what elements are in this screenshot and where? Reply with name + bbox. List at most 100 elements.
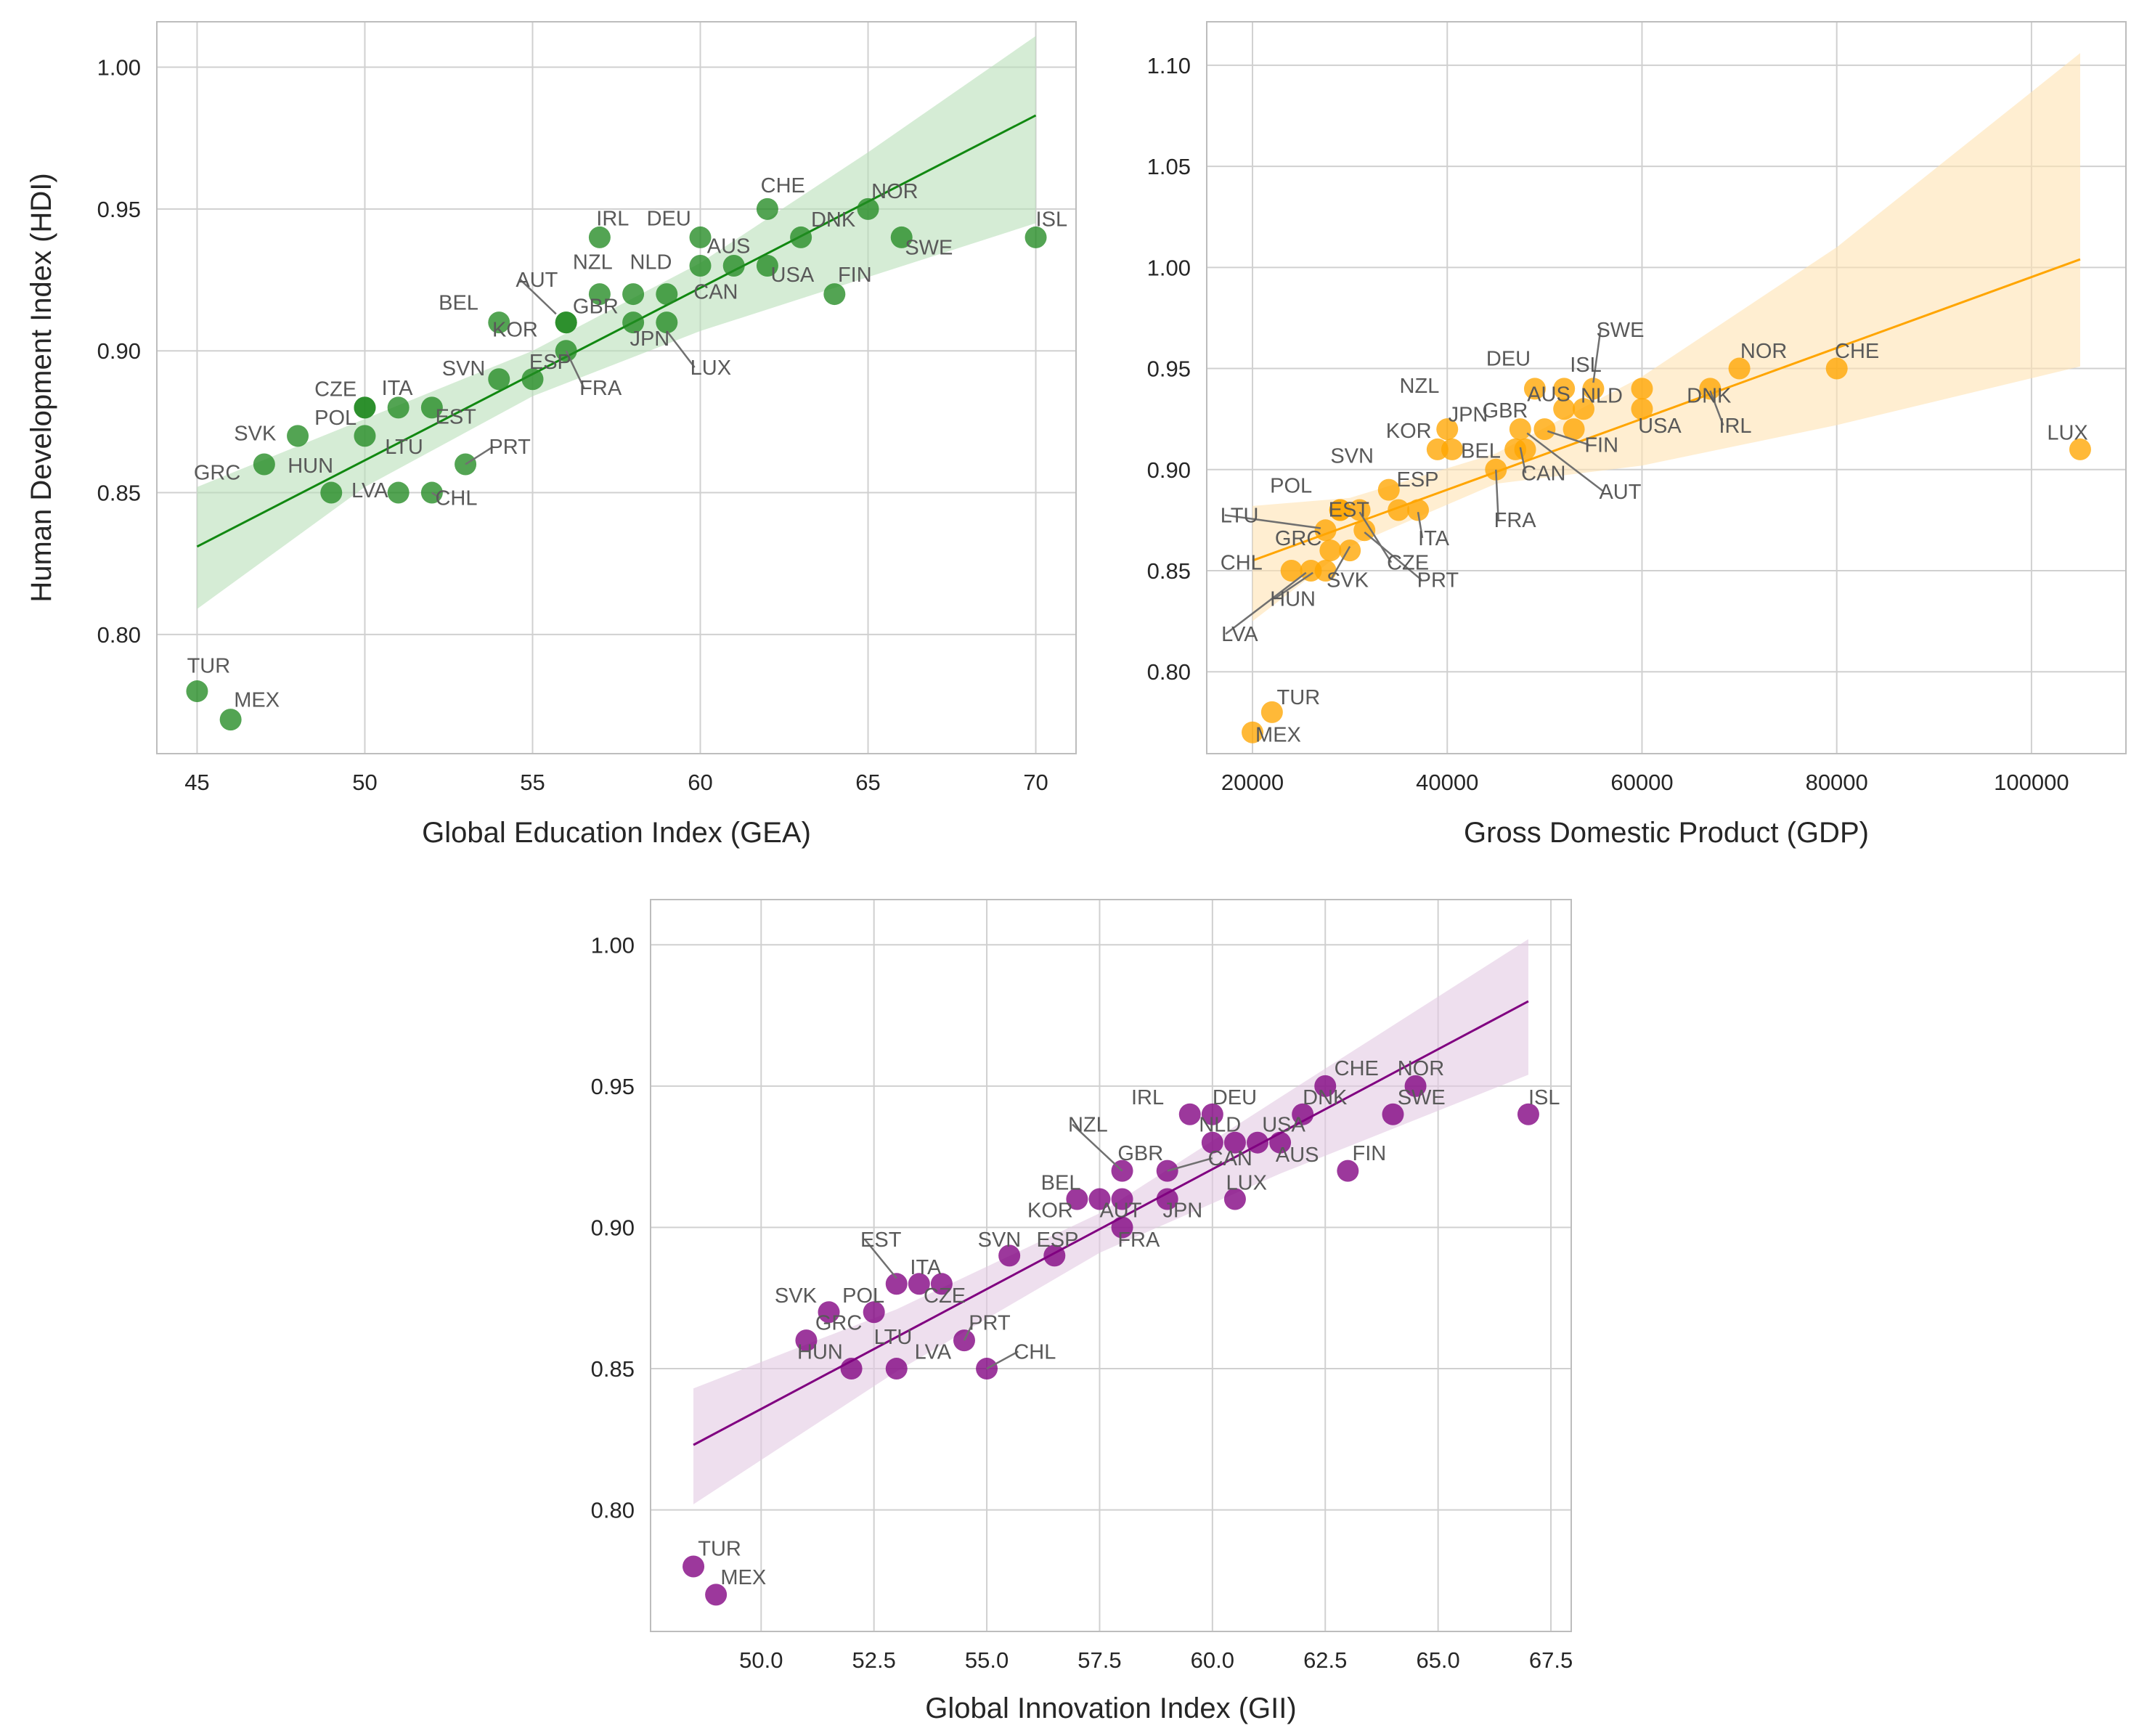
point-label: SVK [775,1284,818,1308]
point-label: EST [435,406,476,429]
data-point-usa [1247,1131,1269,1154]
data-point-gbr [588,283,611,306]
y-tick-label: 1.05 [1147,154,1191,179]
data-point-svn [998,1244,1021,1267]
point-label: FRA [1117,1228,1160,1252]
point-label: USA [1638,415,1682,438]
leader-line [1709,390,1724,426]
point-label: TUR [698,1538,741,1561]
leader-line [565,350,585,388]
point-label: CHE [1335,1057,1379,1080]
leader-line [1225,571,1307,635]
point-label: AUS [707,235,751,258]
y-tick-label: 0.85 [97,481,141,506]
x-tick-label: 55 [520,770,545,795]
data-point-kor [1088,1188,1111,1210]
point-label: EST [1329,498,1370,521]
data-point-deu [689,226,712,248]
data-point-swe [1582,378,1605,400]
point-label: HUN [797,1340,843,1364]
data-point-jpn [622,311,645,334]
data-point-est [420,396,443,419]
point-label: SWE [1398,1086,1446,1109]
data-point-esp [521,368,544,391]
x-tick-label: 45 [184,770,209,795]
point-label: PRT [969,1312,1011,1335]
point-label: DNK [1687,385,1732,408]
data-point-lva [1314,560,1337,582]
data-point-dnk [790,226,812,248]
point-label: POL [842,1284,884,1308]
data-point-ltu [885,1358,908,1380]
leader-line [1329,545,1351,581]
leader-line [1519,447,1527,473]
x-tick-label: 65 [855,770,880,795]
point-label: ISL [1570,354,1602,377]
data-point-fin [1533,418,1556,441]
point-label: ESP [1036,1228,1078,1252]
data-point-ita [1407,499,1430,521]
point-label: KOR [1386,420,1432,443]
data-point-nld [1573,398,1595,420]
point-label: TUR [1277,686,1321,709]
point-label: PRT [1417,569,1459,592]
x-tick-label: 55.0 [965,1647,1009,1673]
leader-line [1526,432,1605,492]
plot-frame [650,899,1572,1632]
regression-line [196,114,1037,548]
x-tick-label: 100000 [1994,770,2069,795]
data-point-hun [354,425,376,447]
point-label: CZE [924,1284,966,1308]
point-label: LVA [1221,623,1258,646]
data-point-can [1201,1131,1223,1154]
data-point-irl [1178,1103,1201,1125]
x-tick-label: 60000 [1610,770,1673,795]
point-label: GRC [815,1312,862,1335]
x-tick-label: 20000 [1221,770,1284,795]
data-point-cze [1348,499,1371,521]
data-point-dnk [1292,1103,1314,1125]
data-point-jpn [1156,1188,1178,1210]
data-point-pol [1329,499,1351,521]
data-point-fin [1337,1160,1359,1182]
x-tick-label: 40000 [1416,770,1478,795]
point-label: EST [860,1228,902,1252]
point-label: LVA [351,479,388,502]
point-label: CAN [693,281,738,304]
x-tick-label: 65.0 [1416,1647,1459,1673]
point-label: ISL [1528,1086,1560,1109]
point-label: TUR [187,655,231,678]
data-point-nzl [622,283,645,306]
data-point-aut [555,311,577,334]
y-tick-label: 1.10 [1147,53,1191,78]
data-point-ltu [1314,519,1337,542]
data-point-ltu [387,481,410,504]
x-tick-label: 70 [1023,770,1048,795]
data-point-grc [818,1301,840,1324]
data-point-nld [1223,1131,1246,1154]
data-point-chl [1280,560,1303,582]
leader-line [1364,531,1422,581]
x-axis-label: Global Innovation Index (GII) [925,1692,1296,1724]
point-label: MEX [234,689,280,712]
data-point-svn [1377,478,1400,501]
data-point-nor [1728,357,1751,380]
data-point-esp [1388,499,1410,521]
point-label: ISL [1036,208,1068,231]
data-point-est [885,1273,908,1295]
x-tick-label: 60 [688,770,712,795]
data-point-usa [1631,398,1653,420]
point-label: ESP [529,351,571,374]
point-label: JPN [1449,404,1488,427]
point-label: DEU [1213,1086,1257,1109]
data-point-aus [1553,398,1576,420]
point-label: BEL [1461,440,1501,463]
point-label: LTU [385,436,423,459]
leader-line [666,330,696,368]
data-point-che [1314,1075,1337,1097]
y-axis-label: Human Development Index (HDI) [25,173,57,602]
point-label: SVN [978,1228,1022,1252]
y-tick-label: 0.95 [97,197,141,222]
data-point-tur [683,1555,705,1578]
